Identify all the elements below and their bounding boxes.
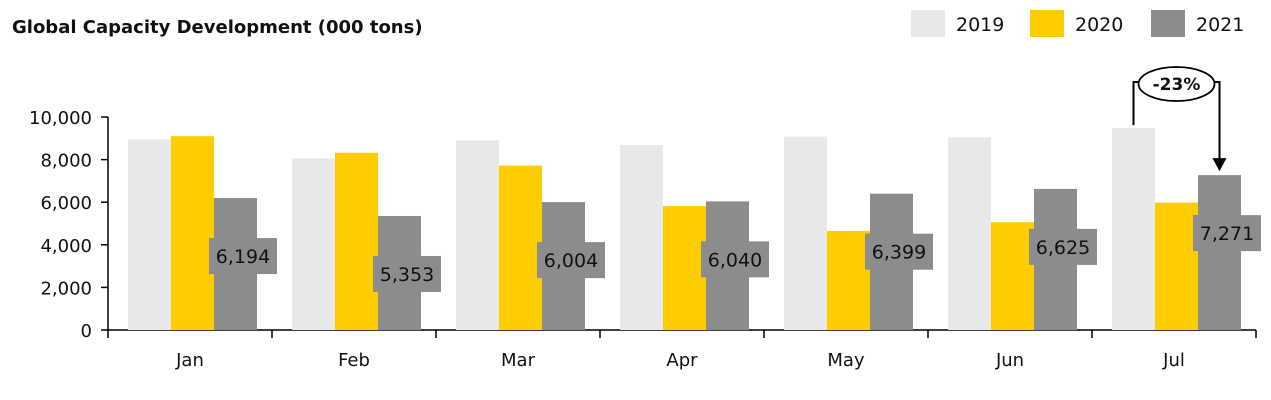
bar-2019-mar (456, 140, 499, 330)
annotation-arrowhead (1212, 158, 1227, 172)
legend-swatch-2020 (1030, 10, 1064, 37)
bar-2019-may (784, 136, 827, 330)
data-label: 6,040 (708, 249, 762, 271)
data-labels: 6,194 5,353 6,004 6,040 6,399 6,625 7,271 (209, 215, 1261, 292)
x-tick-label: Apr (666, 350, 698, 371)
data-label-box (537, 242, 605, 279)
bar-2020-feb (335, 152, 378, 330)
bar-2020-mar (499, 165, 542, 330)
data-label-box (865, 233, 933, 270)
y-tick-label: 8,000 (40, 151, 92, 172)
bar-2019-jun (948, 137, 991, 330)
data-label-box (209, 238, 277, 275)
y-tick-label: 6,000 (40, 193, 92, 214)
data-label-box (701, 241, 769, 278)
data-label: 6,194 (216, 246, 270, 268)
x-tick-label: Jul (1162, 350, 1185, 371)
bar-2020-jul (1155, 202, 1198, 330)
bars (128, 128, 1241, 330)
bar-2020-jan (171, 136, 214, 330)
bar-2020-jun (991, 222, 1034, 330)
legend-label-2021: 2021 (1196, 14, 1244, 36)
bar-2019-jul (1112, 128, 1155, 330)
change-annotation: -23% (1132, 66, 1227, 172)
data-label: 6,004 (544, 250, 598, 272)
annotation-badge (1137, 66, 1216, 102)
y-tick-label: 4,000 (40, 236, 92, 257)
legend-swatch-2019 (911, 10, 945, 37)
bar-2019-feb (292, 158, 335, 330)
annotation-text: -23% (1153, 75, 1201, 95)
x-tick-label: Jan (175, 350, 204, 371)
legend-swatch-2021 (1151, 10, 1185, 37)
y-tick-label: 2,000 (40, 278, 92, 299)
data-label: 6,399 (872, 242, 926, 264)
data-label: 7,271 (1200, 223, 1254, 245)
x-tick-label: May (827, 350, 865, 371)
y-tick-label: 10,000 (29, 108, 92, 129)
bar-2019-jan (128, 139, 171, 330)
data-label-box (1029, 228, 1097, 265)
data-label: 6,625 (1036, 237, 1090, 259)
bar-2020-may (827, 230, 870, 330)
bar-2019-apr (620, 145, 663, 330)
legend-label-2020: 2020 (1075, 14, 1123, 36)
data-label-box (1193, 215, 1261, 252)
legend: 2019 2020 2021 (911, 10, 1244, 37)
data-label: 5,353 (380, 264, 434, 286)
x-tick-label: Jun (995, 350, 1024, 371)
chart-title: Global Capacity Development (000 tons) (12, 17, 423, 38)
y-tick-label: 0 (81, 321, 92, 342)
legend-label-2019: 2019 (956, 14, 1004, 36)
x-tick-label: Mar (501, 350, 536, 371)
x-tick-label: Feb (338, 350, 370, 371)
bar-2021-jul (1198, 175, 1241, 330)
data-label-box (373, 255, 441, 292)
bar-2020-apr (663, 206, 706, 330)
